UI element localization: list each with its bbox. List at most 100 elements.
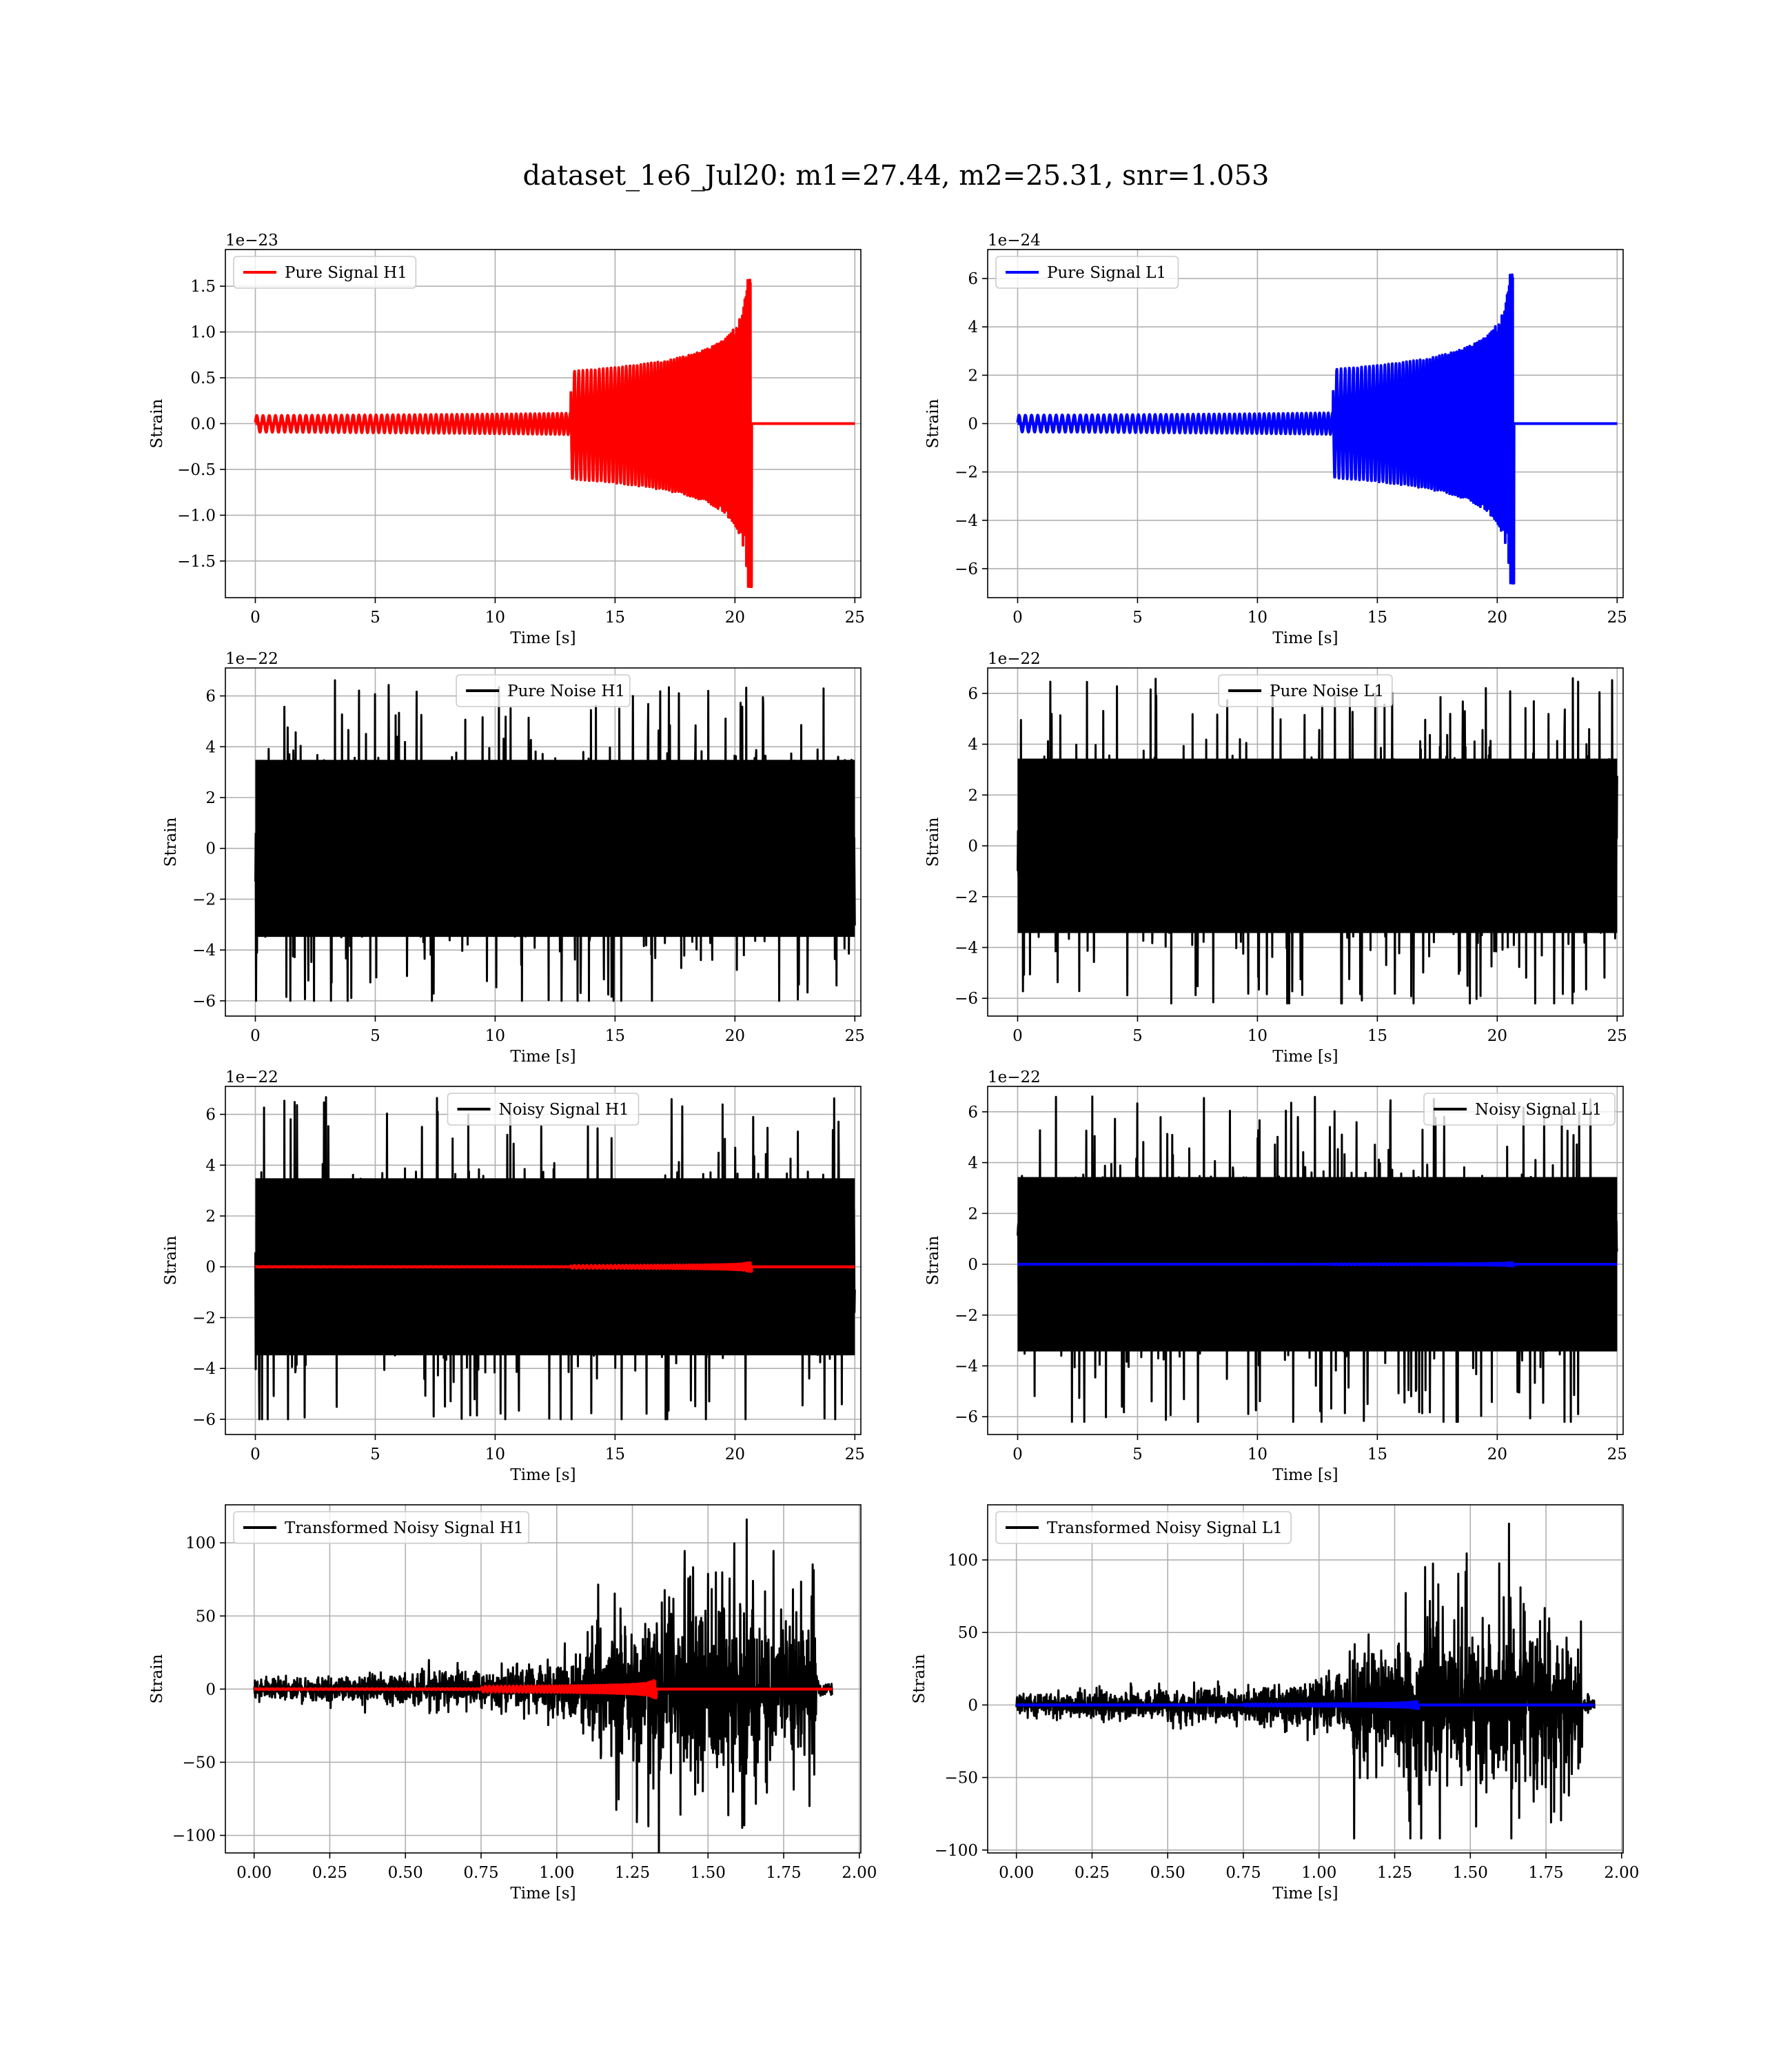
x-axis-label: Time [s] xyxy=(510,1885,576,1903)
y-tick-label: −6 xyxy=(192,1411,216,1429)
x-tick-label: 10 xyxy=(1248,609,1267,627)
x-tick-label: 15 xyxy=(1367,1027,1387,1045)
y-tick-label: −2 xyxy=(955,1307,978,1325)
y-tick-label: −2 xyxy=(192,891,216,909)
x-tick-label: 0.00 xyxy=(999,1864,1034,1882)
legend: Transformed Noisy Signal L1 xyxy=(995,1511,1292,1544)
y-tick-label: 100 xyxy=(948,1552,978,1570)
x-tick-label: 0.25 xyxy=(1075,1864,1110,1882)
y-tick-label: 2 xyxy=(968,787,978,804)
y-tick-label: −100 xyxy=(935,1842,978,1860)
figure-title: dataset_1e6_Jul20: m1=27.44, m2=25.31, s… xyxy=(522,160,1269,192)
axis-offset-exponent: 1e−22 xyxy=(988,650,1041,668)
x-tick-label: 10 xyxy=(1248,1446,1267,1463)
legend: Pure Signal H1 xyxy=(233,256,417,289)
x-tick-label: 5 xyxy=(370,1027,380,1045)
x-tick-label: 20 xyxy=(1487,1027,1507,1045)
y-tick-label: 2 xyxy=(205,1208,216,1226)
y-tick-label: 2 xyxy=(205,789,216,807)
x-tick-label: 0.50 xyxy=(388,1864,423,1882)
axes-frame xyxy=(987,667,1624,1017)
subplot-pure-signal-l1: 0 5 10 15 20 25 −6 −4 −2 0 2 4 6 Time [s] Strain 1e−24 P… xyxy=(924,232,1627,647)
x-tick-label: 10 xyxy=(485,609,505,627)
y-axis-label: Strain xyxy=(162,817,180,866)
x-tick-label: 20 xyxy=(1487,609,1507,627)
x-tick-label: 0 xyxy=(1012,1446,1023,1463)
x-tick-label: 10 xyxy=(485,1027,505,1045)
y-tick-label: −6 xyxy=(955,990,978,1008)
y-axis-label: Strain xyxy=(924,1235,942,1285)
axis-offset-exponent: 1e−22 xyxy=(225,1068,278,1086)
x-tick-label: 20 xyxy=(725,609,745,627)
x-tick-label: 0 xyxy=(1012,1027,1023,1045)
y-tick-label: 0 xyxy=(968,838,978,855)
y-tick-label: −50 xyxy=(182,1754,216,1772)
x-tick-label: 1.50 xyxy=(691,1864,726,1882)
axes-frame xyxy=(987,1504,1624,1854)
x-tick-label: 5 xyxy=(1132,1446,1143,1463)
legend: Noisy Signal L1 xyxy=(1423,1093,1616,1126)
legend-label: Pure Signal H1 xyxy=(285,264,407,282)
y-tick-label: −6 xyxy=(192,993,216,1011)
x-tick-label: 0.00 xyxy=(236,1864,272,1882)
plot-area xyxy=(1016,273,1618,585)
x-tick-label: 25 xyxy=(845,1446,865,1463)
subplot-pure-signal-h1: 0 5 10 15 20 25 −1.5 −1.0 −0.5 0.0 0.5 1.0 1.5 Time [… xyxy=(148,232,865,647)
y-tick-label: 50 xyxy=(196,1608,216,1625)
x-tick-label: 0 xyxy=(250,1027,261,1045)
y-tick-label: −2 xyxy=(192,1309,216,1327)
y-tick-label: 0.5 xyxy=(190,369,216,387)
x-tick-label: 20 xyxy=(725,1446,745,1463)
y-tick-label: −100 xyxy=(172,1827,216,1845)
y-tick-label: 6 xyxy=(968,1104,978,1122)
y-tick-label: −0.5 xyxy=(177,461,216,479)
plot-area xyxy=(254,1096,856,1421)
y-tick-label: −1.5 xyxy=(177,553,216,571)
x-tick-label: 15 xyxy=(605,609,625,627)
axes-frame xyxy=(225,1086,862,1435)
x-tick-label: 0.50 xyxy=(1150,1864,1185,1882)
y-tick-label: 0 xyxy=(968,1256,978,1274)
y-tick-label: −6 xyxy=(955,1408,978,1426)
y-tick-label: 2 xyxy=(968,367,978,385)
plot-area xyxy=(254,278,856,589)
x-tick-label: 15 xyxy=(1367,1446,1387,1463)
y-tick-label: 0 xyxy=(205,840,216,858)
y-tick-label: 0 xyxy=(205,1681,216,1699)
y-tick-label: −4 xyxy=(192,1360,216,1378)
x-tick-label: 20 xyxy=(1487,1446,1507,1463)
x-tick-label: 2.00 xyxy=(842,1864,877,1882)
y-axis-label: Strain xyxy=(148,398,166,448)
y-tick-label: −4 xyxy=(955,512,978,530)
plot-area xyxy=(1017,677,1618,1005)
x-tick-label: 1.00 xyxy=(539,1864,574,1882)
y-tick-label: 4 xyxy=(968,318,978,336)
x-tick-label: 1.25 xyxy=(615,1864,650,1882)
y-tick-label: 4 xyxy=(968,736,978,754)
y-tick-label: −2 xyxy=(955,889,978,906)
axes-frame xyxy=(987,1086,1624,1435)
legend: Noisy Signal H1 xyxy=(447,1093,640,1126)
x-tick-label: 1.75 xyxy=(766,1864,801,1882)
y-tick-label: 2 xyxy=(968,1205,978,1223)
x-tick-label: 0 xyxy=(1012,609,1023,627)
axis-offset-exponent: 1e−22 xyxy=(988,1068,1041,1086)
series-line-transformed-noisy-signal-l1 xyxy=(1015,1522,1596,1840)
y-tick-label: 50 xyxy=(958,1624,978,1642)
y-tick-label: −2 xyxy=(955,464,978,482)
y-tick-label: 1.5 xyxy=(190,278,216,296)
legend-label: Noisy Signal L1 xyxy=(1475,1101,1602,1119)
x-tick-label: 15 xyxy=(605,1027,625,1045)
x-tick-label: 0 xyxy=(250,1446,261,1463)
axis-offset-exponent: 1e−23 xyxy=(225,232,278,250)
x-tick-label: 0 xyxy=(250,609,261,627)
plot-area xyxy=(1016,1095,1618,1423)
x-tick-label: 2.00 xyxy=(1604,1864,1639,1882)
legend-label: Noisy Signal H1 xyxy=(499,1101,629,1119)
y-tick-label: −1.0 xyxy=(177,507,216,525)
x-tick-label: 5 xyxy=(1132,609,1143,627)
y-axis-label: Strain xyxy=(924,398,942,448)
x-axis-label: Time [s] xyxy=(510,1466,576,1484)
